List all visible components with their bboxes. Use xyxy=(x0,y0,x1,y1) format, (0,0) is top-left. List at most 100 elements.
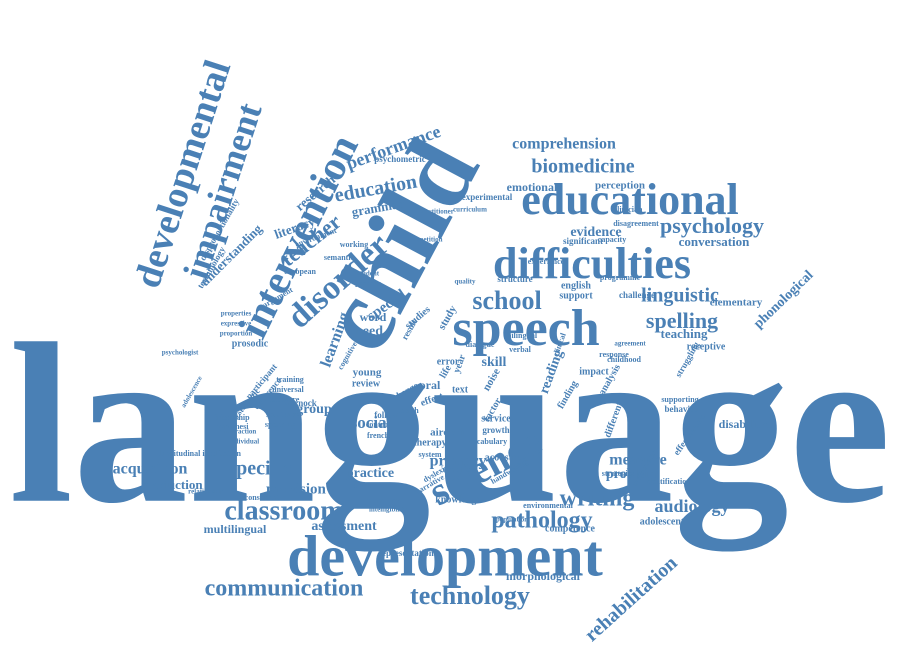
cloud-word: verbal xyxy=(509,345,532,354)
cloud-word: support xyxy=(559,290,593,301)
cloud-word: follow xyxy=(374,410,398,420)
cloud-word: childhood xyxy=(607,355,641,364)
cloud-word: receptive xyxy=(687,341,726,352)
cloud-word: training xyxy=(276,375,304,384)
cloud-word: friendship xyxy=(214,413,250,422)
cloud-word: significant xyxy=(563,236,603,246)
cloud-word: linguistic xyxy=(641,285,719,307)
cloud-word: disagreement xyxy=(613,219,659,228)
cloud-word: health xyxy=(397,406,419,415)
cloud-word: structure xyxy=(497,274,532,284)
cloud-word: development xyxy=(287,523,603,588)
cloud-word: communication xyxy=(205,576,364,602)
cloud-word: aircraft xyxy=(430,427,466,439)
cloud-word: phonetic xyxy=(355,280,381,288)
cloud-word: production xyxy=(141,477,203,492)
cloud-word: practitioner xyxy=(418,208,454,216)
cloud-word: technology xyxy=(410,581,530,610)
cloud-word: repetition xyxy=(413,236,442,244)
cloud-word: challenge xyxy=(619,290,655,300)
cloud-word: individual xyxy=(229,438,259,446)
cloud-word: service xyxy=(481,413,511,424)
cloud-word: measure xyxy=(609,452,666,469)
cloud-word: behaviour xyxy=(664,404,703,414)
cloud-word: perception xyxy=(595,180,645,192)
cloud-word: exposure xyxy=(269,395,300,404)
cloud-word: adolescent xyxy=(640,516,685,527)
cloud-word: text xyxy=(452,384,469,395)
cloud-word: need xyxy=(355,324,383,339)
cloud-word: error xyxy=(437,356,460,367)
cloud-word: social xyxy=(351,413,392,432)
cloud-word: agreement xyxy=(614,340,646,348)
cloud-word: therapy xyxy=(413,437,446,448)
cloud-word: french xyxy=(367,431,390,440)
cloud-word: interaction xyxy=(224,428,257,436)
cloud-word: psychology xyxy=(660,213,764,238)
cloud-word: educational xyxy=(521,175,739,224)
cloud-word: warnock xyxy=(283,398,317,408)
cloud-word: prosodic xyxy=(232,338,269,349)
cloud-word: constraint xyxy=(245,493,280,502)
cloud-word: assessment xyxy=(311,519,377,534)
cloud-word: morphological xyxy=(506,569,581,583)
cloud-word: representation xyxy=(378,548,434,558)
cloud-word: semantic xyxy=(324,253,355,262)
cloud-word: bilingual xyxy=(507,331,538,340)
cloud-word: experimental xyxy=(462,192,513,202)
cloud-word: supporting xyxy=(661,395,698,404)
cloud-word: system xyxy=(418,450,441,459)
cloud-word: growth xyxy=(482,425,509,435)
cloud-word: language xyxy=(9,296,891,552)
cloud-word: dialogue xyxy=(466,340,495,349)
cloud-word: multilingual xyxy=(204,522,267,536)
cloud-word: sentence xyxy=(354,480,391,491)
cloud-word: clinician xyxy=(614,205,643,214)
cloud-word: practice xyxy=(346,466,394,481)
cloud-word: acquisition xyxy=(113,461,188,478)
cloud-word: spectrum xyxy=(266,410,298,419)
cloud-word: relationship xyxy=(188,488,224,496)
cloud-word: experience xyxy=(528,257,565,266)
cloud-word: oral xyxy=(420,378,441,392)
cloud-word: english xyxy=(561,280,591,291)
cloud-word: psychometric xyxy=(374,154,426,164)
cloud-word: elementary xyxy=(710,297,763,309)
cloud-word: memory xyxy=(364,495,400,506)
cloud-word: emotion xyxy=(443,464,478,475)
cloud-word: conversation xyxy=(679,234,751,249)
cloud-word: spelling xyxy=(646,308,718,333)
cloud-word: properties xyxy=(221,310,252,318)
cloud-word: universal xyxy=(272,385,304,394)
cloud-word: student xyxy=(357,270,380,278)
cloud-word: identification xyxy=(645,477,691,486)
cloud-word: strategies xyxy=(602,469,634,478)
cloud-word: vocabulary xyxy=(469,437,507,446)
cloud-word: audiology xyxy=(654,496,729,516)
cloud-word: working xyxy=(340,240,368,249)
cloud-word: impact xyxy=(579,366,609,377)
cloud-word: emotional xyxy=(507,180,558,194)
cloud-word: writing xyxy=(560,486,635,512)
cloud-word: classroom xyxy=(224,495,343,526)
cloud-word: comprehension xyxy=(512,136,616,153)
cloud-word: review xyxy=(352,378,381,389)
cloud-word: curriculum xyxy=(453,206,487,214)
cloud-word: acoustic xyxy=(485,452,520,463)
cloud-word: disabilities xyxy=(719,417,774,431)
cloud-word: provision xyxy=(266,481,326,497)
cloud-word: young xyxy=(353,367,382,379)
cloud-word: biomedicine xyxy=(531,156,634,178)
cloud-word: skill xyxy=(482,355,507,370)
cloud-word: response xyxy=(599,350,629,359)
cloud-word: hypothesi xyxy=(216,422,250,431)
cloud-word: capacity xyxy=(598,235,626,244)
cloud-word: quality xyxy=(454,278,476,286)
cloud-word: primary xyxy=(430,453,487,470)
cloud-word: european xyxy=(284,267,316,276)
cloud-word: programme xyxy=(600,273,641,282)
cloud-word: problem xyxy=(606,467,657,482)
cloud-word: difficulties xyxy=(493,239,691,288)
